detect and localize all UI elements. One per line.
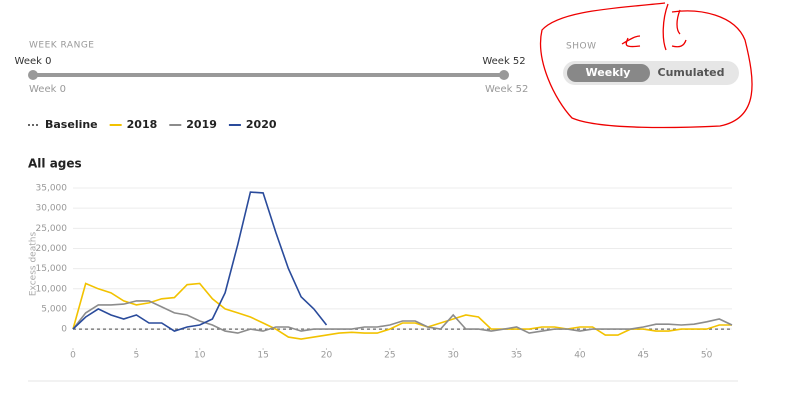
y-axis-label: Excess deaths — [29, 232, 39, 297]
x-tick-label: 40 — [574, 351, 586, 361]
range-caption: WEEK RANGE — [29, 41, 94, 51]
x-tick-label: 5 — [133, 351, 139, 361]
legend-label: 2019 — [186, 118, 217, 131]
x-tick-label: 25 — [384, 351, 395, 361]
legend-label: Baseline — [45, 118, 98, 131]
toggle-weekly[interactable]: Weekly — [586, 66, 631, 79]
y-tick-label: 35,000 — [36, 184, 68, 194]
x-tick-label: 50 — [701, 351, 713, 361]
show-caption: SHOW — [566, 42, 596, 52]
y-tick-label: 20,000 — [36, 244, 68, 254]
legend-label: 2020 — [246, 118, 277, 131]
x-tick-label: 10 — [194, 351, 206, 361]
x-tick-label: 45 — [638, 351, 649, 361]
toggle-active[interactable] — [567, 64, 650, 82]
series-line — [72, 300, 733, 334]
slider-knob-end[interactable] — [499, 70, 509, 80]
red-annotation — [540, 2, 753, 129]
y-tick-label: 30,000 — [36, 204, 68, 214]
y-tick-label: 5,000 — [41, 304, 67, 314]
y-tick-label: 25,000 — [36, 224, 68, 234]
slider-end-label: Week 52 — [482, 56, 525, 67]
series-line — [72, 191, 328, 332]
slider-start-label: Week 0 — [15, 56, 52, 67]
range-min-label: Week 0 — [29, 84, 66, 95]
x-tick-label: 30 — [447, 351, 459, 361]
x-tick-label: 20 — [321, 351, 333, 361]
y-tick-label: 10,000 — [36, 284, 68, 294]
slider-knob-start[interactable] — [28, 70, 38, 80]
x-tick-label: 0 — [70, 351, 76, 361]
x-tick-label: 15 — [257, 351, 268, 361]
legend-label: 2018 — [127, 118, 158, 131]
toggle-cumulated[interactable]: Cumulated — [658, 66, 725, 79]
y-tick-label: 15,000 — [36, 264, 68, 274]
series-line — [72, 282, 732, 340]
y-tick-label: 0 — [61, 325, 67, 335]
chart-title: All ages — [28, 157, 82, 171]
range-max-label: Week 52 — [485, 84, 528, 95]
x-tick-label: 35 — [511, 351, 522, 361]
